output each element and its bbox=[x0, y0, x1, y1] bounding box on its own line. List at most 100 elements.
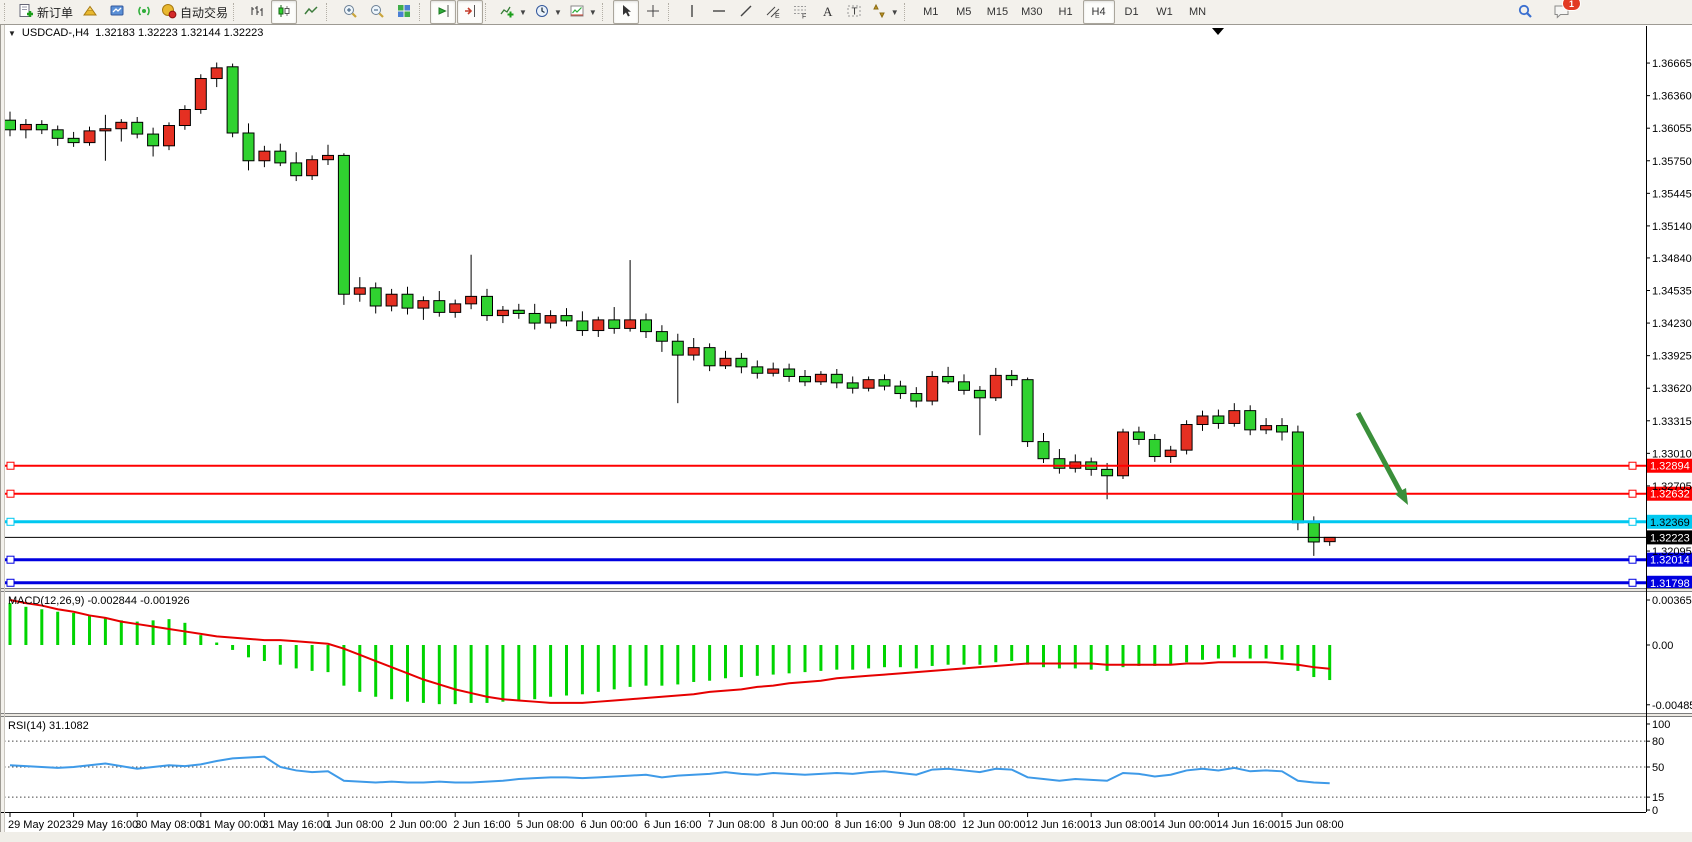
price-tag-label: 1.31798 bbox=[1650, 578, 1690, 590]
line-handle[interactable] bbox=[6, 555, 15, 564]
tf-button-h4[interactable]: H4 bbox=[1082, 0, 1115, 24]
fibonacci-button[interactable]: F bbox=[787, 0, 813, 24]
tf-button-m30[interactable]: M30 bbox=[1021, 6, 1043, 18]
trendline-button[interactable] bbox=[733, 0, 759, 24]
line-handle[interactable] bbox=[1628, 489, 1637, 498]
trend-arrow-head[interactable] bbox=[1395, 488, 1408, 505]
periods-button[interactable]: ▼ bbox=[531, 0, 565, 24]
line-handle[interactable] bbox=[6, 517, 15, 526]
candlestick-chart-button[interactable] bbox=[271, 0, 298, 24]
chart-shift-marker[interactable] bbox=[1212, 28, 1224, 35]
one-click-trading-toggle-icon[interactable]: ▼ bbox=[8, 28, 16, 38]
toolbar-grip[interactable] bbox=[233, 3, 239, 21]
line-handle[interactable] bbox=[1628, 578, 1637, 587]
candle-down bbox=[433, 300, 446, 313]
time-tick-label: 15 Jun 08:00 bbox=[1280, 819, 1344, 831]
time-tick-label: 6 Jun 00:00 bbox=[580, 819, 638, 831]
tf-button-m5[interactable]: M5 bbox=[956, 6, 972, 18]
toolbar-grip[interactable] bbox=[485, 3, 491, 21]
horizontal-line-icon bbox=[711, 3, 727, 22]
tf-button-w1[interactable]: W1 bbox=[1156, 6, 1173, 18]
text-icon: A bbox=[819, 3, 835, 22]
line-chart-button[interactable] bbox=[298, 0, 324, 24]
toolbar-grip[interactable] bbox=[667, 3, 674, 21]
price-tick-label: 1.33010 bbox=[1652, 448, 1692, 460]
search-icon bbox=[1517, 3, 1533, 22]
search-button[interactable] bbox=[1512, 0, 1538, 24]
chart-background[interactable] bbox=[4, 24, 1692, 832]
arrows-button[interactable]: ▼ bbox=[868, 0, 902, 24]
new-order-label: 新订单 bbox=[37, 5, 74, 20]
line-handle[interactable] bbox=[1628, 517, 1637, 526]
quotes-button[interactable] bbox=[77, 0, 103, 24]
pane-separator[interactable] bbox=[0, 713, 1692, 717]
text-label-icon: T bbox=[846, 3, 862, 22]
candle-down bbox=[1053, 458, 1066, 469]
svg-text:T: T bbox=[851, 6, 857, 17]
rsi-tick-label: 50 bbox=[1652, 762, 1664, 774]
auto-scroll-button[interactable] bbox=[430, 0, 457, 24]
text-label-button[interactable]: T bbox=[841, 0, 867, 24]
pane-separator[interactable] bbox=[0, 588, 1692, 592]
tf-button-d1[interactable]: D1 bbox=[1124, 6, 1139, 18]
line-handle[interactable] bbox=[6, 578, 15, 587]
tile-windows-button[interactable] bbox=[391, 0, 417, 24]
horizontal-line-button[interactable] bbox=[706, 0, 732, 24]
tf-button-h1[interactable]: H1 bbox=[1058, 6, 1073, 18]
line-handle[interactable] bbox=[6, 461, 15, 470]
tf-button-m1[interactable]: M1 bbox=[923, 6, 939, 18]
candle-up bbox=[194, 78, 207, 111]
candle-down bbox=[1212, 415, 1225, 424]
cursor-button[interactable] bbox=[612, 0, 639, 24]
toolbar-grip[interactable] bbox=[903, 3, 910, 21]
macd-tick-label: 0.00 bbox=[1652, 640, 1673, 652]
time-tick-label: 30 May 08:00 bbox=[135, 819, 202, 831]
market-watch-button[interactable] bbox=[104, 0, 130, 24]
toolbar-grip[interactable] bbox=[4, 3, 10, 21]
tf-button-m15[interactable]: M15 bbox=[986, 6, 1009, 18]
vertical-line-button[interactable] bbox=[679, 0, 705, 24]
price-tag-label: 1.32894 bbox=[1650, 461, 1690, 473]
trend-arrow-annotation[interactable] bbox=[1355, 411, 1404, 495]
toolbar-grip[interactable] bbox=[419, 3, 425, 21]
candle-down bbox=[274, 150, 287, 164]
toolbar-group-objects: E F A T ▼ bbox=[666, 0, 902, 24]
text-button[interactable]: A bbox=[814, 0, 840, 24]
auto-trading-button[interactable]: 自动交易 bbox=[158, 0, 231, 24]
indicators-button[interactable]: ▼ bbox=[496, 0, 530, 24]
bar-chart-button[interactable] bbox=[244, 0, 270, 24]
line-chart-icon bbox=[303, 3, 319, 22]
auto-trading-label: 自动交易 bbox=[180, 5, 229, 20]
svg-text:E: E bbox=[775, 13, 780, 19]
time-tick-label: 7 Jun 08:00 bbox=[708, 819, 766, 831]
macd-signal-line bbox=[9, 599, 1330, 704]
chevron-down-icon: ▼ bbox=[553, 7, 562, 17]
chat-button[interactable]: 1 bbox=[1548, 0, 1581, 24]
signals-button[interactable] bbox=[131, 0, 157, 24]
candle-down bbox=[1244, 410, 1257, 431]
line-handle[interactable] bbox=[6, 489, 15, 498]
tf-button-mn[interactable]: MN bbox=[1188, 6, 1207, 18]
time-tick-label: 13 Jun 08:00 bbox=[1089, 819, 1153, 831]
candle-down bbox=[528, 312, 541, 324]
auto-trading-icon bbox=[161, 3, 177, 22]
zoom-in-icon bbox=[342, 3, 358, 22]
new-order-button[interactable]: 新订单 bbox=[15, 0, 76, 24]
channel-button[interactable]: E bbox=[760, 0, 786, 24]
candle-down bbox=[703, 347, 716, 367]
crosshair-button[interactable] bbox=[640, 0, 666, 24]
toolbar-grip[interactable] bbox=[601, 3, 608, 21]
zoom-out-button[interactable] bbox=[364, 0, 390, 24]
candle-down bbox=[894, 385, 907, 395]
line-handle[interactable] bbox=[1628, 461, 1637, 470]
candle-up bbox=[322, 154, 334, 161]
toolbar-grip[interactable] bbox=[326, 3, 332, 21]
candle-down bbox=[1276, 425, 1288, 433]
line-handle[interactable] bbox=[1628, 555, 1637, 564]
price-tag bbox=[1647, 486, 1692, 501]
templates-button[interactable]: ▼ bbox=[566, 0, 600, 24]
chart-shift-button[interactable] bbox=[457, 0, 484, 24]
candle-down bbox=[783, 368, 796, 377]
zoom-in-button[interactable] bbox=[337, 0, 363, 24]
